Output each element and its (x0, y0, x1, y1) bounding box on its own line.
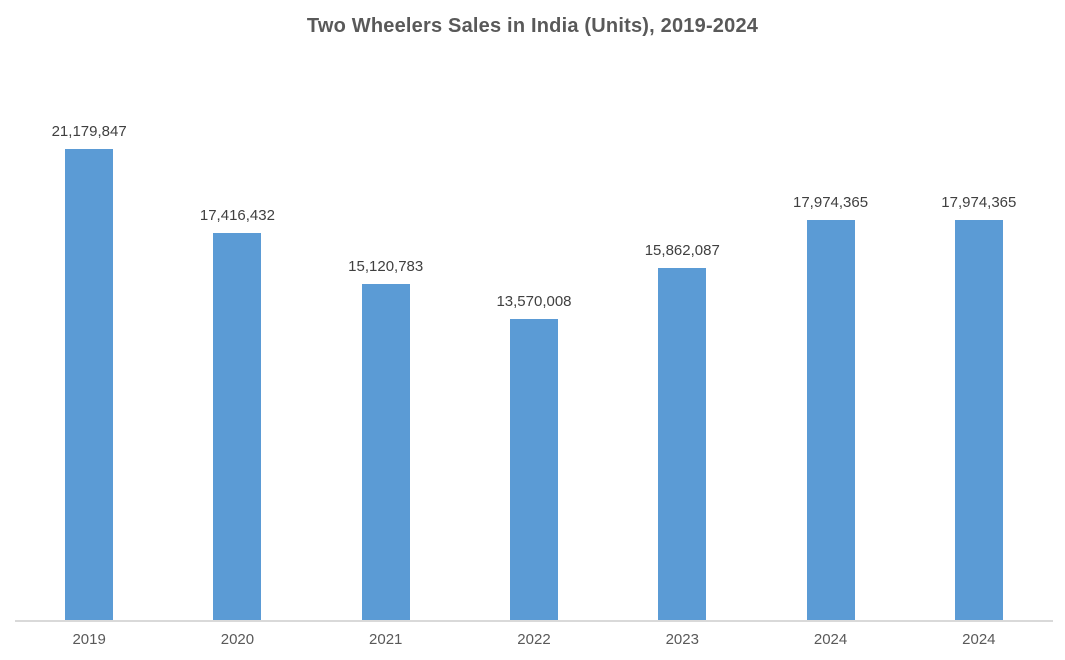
bar-2022-3 (509, 319, 558, 621)
data-label: 21,179,847 (51, 123, 127, 140)
bar-2024-5 (806, 220, 855, 621)
x-tick-label-5: 2024 (813, 631, 848, 648)
x-tick-label-3: 2022 (517, 631, 551, 648)
data-label: 13,570,008 (496, 293, 572, 310)
chart-title: Two Wheelers Sales in India (Units), 201… (306, 15, 759, 37)
data-label: 15,120,783 (348, 258, 424, 275)
bar-column-2019-0: 21,179,847 (15, 100, 163, 621)
bar-column-2024-5: 17,974,365 (756, 100, 904, 621)
x-tick-label-4: 2023 (665, 631, 699, 648)
x-axis-line (15, 620, 1053, 622)
bar-2021-2 (361, 284, 410, 621)
bar-column-2023-4: 15,862,087 (608, 100, 756, 621)
x-tick-label-6: 2024 (962, 631, 996, 648)
plot-area: 21,179,847 17,416,432 15,120,783 13,570,008… (15, 100, 1053, 621)
bar-2024-6 (954, 220, 1003, 621)
bar-column-2022-3: 13,570,008 (460, 100, 608, 621)
x-tick-label-1: 2020 (220, 631, 255, 648)
x-tick-label-0: 2019 (72, 631, 106, 648)
bar-column-2021-2: 15,120,783 (312, 100, 460, 621)
x-tick-label-2: 2021 (369, 631, 403, 648)
bar-column-2024-6: 17,974,365 (905, 100, 1053, 621)
data-label: 17,974,365 (793, 194, 869, 211)
bar-2019-0 (65, 149, 114, 621)
x-axis-tick-labels: 2019 2020 2021 2022 2023 2024 2024 (15, 631, 1053, 648)
bar-column-2020-1: 17,416,432 (163, 100, 311, 621)
data-label: 15,862,087 (644, 242, 720, 259)
bar-2020-1 (213, 233, 262, 621)
bar-2023-4 (658, 268, 707, 621)
data-label: 17,416,432 (199, 207, 275, 224)
data-label: 17,974,365 (941, 194, 1017, 211)
